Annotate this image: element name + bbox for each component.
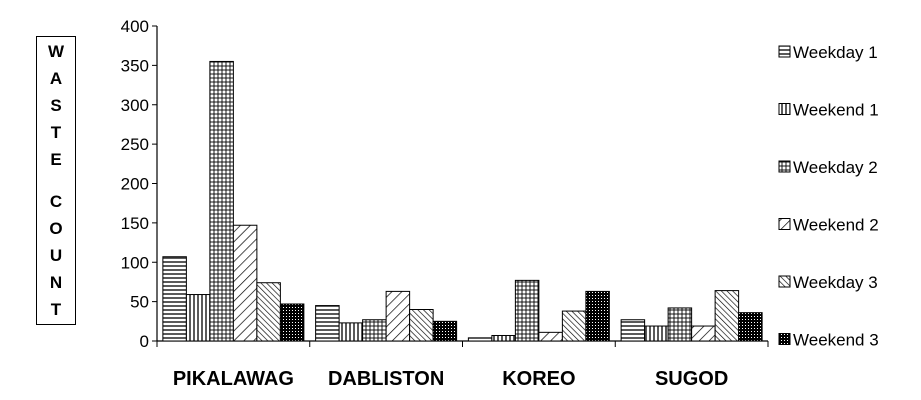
legend-swatch xyxy=(778,275,791,288)
legend-label: Weekend 1 xyxy=(793,101,879,120)
bar xyxy=(714,290,740,342)
bar xyxy=(162,256,187,342)
bar xyxy=(315,305,340,342)
y-tick-label: 350 xyxy=(121,56,149,75)
x-category-label: SUGOD xyxy=(655,368,728,390)
y-axis-label-letter: C xyxy=(49,192,63,212)
legend-label: Weekday 1 xyxy=(793,43,878,62)
y-tick-label: 50 xyxy=(130,293,149,312)
bar xyxy=(561,310,587,342)
bars-group xyxy=(162,60,763,342)
y-tick-label: 300 xyxy=(121,96,149,115)
legend-label: Weekend 3 xyxy=(793,331,879,350)
bar xyxy=(467,337,493,342)
bar xyxy=(538,331,563,342)
y-axis-label-letter: W xyxy=(47,42,65,61)
bar xyxy=(644,325,669,342)
y-tick-label: 200 xyxy=(121,175,149,194)
bar xyxy=(338,322,364,342)
y-axis-label-letter: O xyxy=(49,219,63,239)
bar xyxy=(185,294,211,342)
x-category-label: KOREO xyxy=(502,368,575,390)
y-tick-label: 400 xyxy=(121,17,149,36)
x-category-label: DABLISTON xyxy=(328,368,444,390)
bar xyxy=(279,303,305,342)
bar xyxy=(691,325,716,342)
legend-swatch xyxy=(778,103,791,115)
y-axis-label-letter: U xyxy=(49,246,63,266)
y-axis-label-letter: A xyxy=(49,68,63,88)
legend-swatch xyxy=(778,45,791,58)
bar xyxy=(514,279,540,342)
legend-label: Weekend 2 xyxy=(793,216,879,235)
bar xyxy=(585,290,610,342)
bar xyxy=(362,319,387,342)
legend-swatch xyxy=(778,218,791,230)
y-axis-label-letter: T xyxy=(50,122,62,142)
legend-swatch xyxy=(778,333,791,345)
y-axis-label-letter: S xyxy=(50,95,62,115)
x-category-label: PIKALAWAG xyxy=(173,368,294,390)
bar xyxy=(620,319,646,342)
bar xyxy=(491,334,516,342)
y-axis-label-letter: N xyxy=(49,273,63,293)
bar xyxy=(738,312,763,342)
legend-label: Weekday 3 xyxy=(793,273,878,292)
y-tick-label: 0 xyxy=(140,332,149,351)
bar xyxy=(432,320,458,342)
axes-group: 0 50 100 150 200 250 300 350 400 PIKALAWAG DABLIST… xyxy=(121,17,769,390)
y-axis-label-letter: E xyxy=(50,149,62,169)
legend-swatch xyxy=(778,160,791,173)
legend: Weekday 1 Weekend 1 Weekday 2 Weekend 2 Week… xyxy=(778,43,879,350)
y-tick-label: 100 xyxy=(121,253,149,272)
y-tick-label: 250 xyxy=(121,135,149,154)
bar xyxy=(667,307,693,342)
bar xyxy=(232,224,258,342)
bar xyxy=(409,309,434,342)
y-axis-label-letter: T xyxy=(50,299,62,319)
bar xyxy=(209,60,234,342)
legend-label: Weekday 2 xyxy=(793,158,878,177)
bar xyxy=(256,282,281,342)
bar xyxy=(385,290,411,342)
y-tick-label: 150 xyxy=(121,214,149,233)
